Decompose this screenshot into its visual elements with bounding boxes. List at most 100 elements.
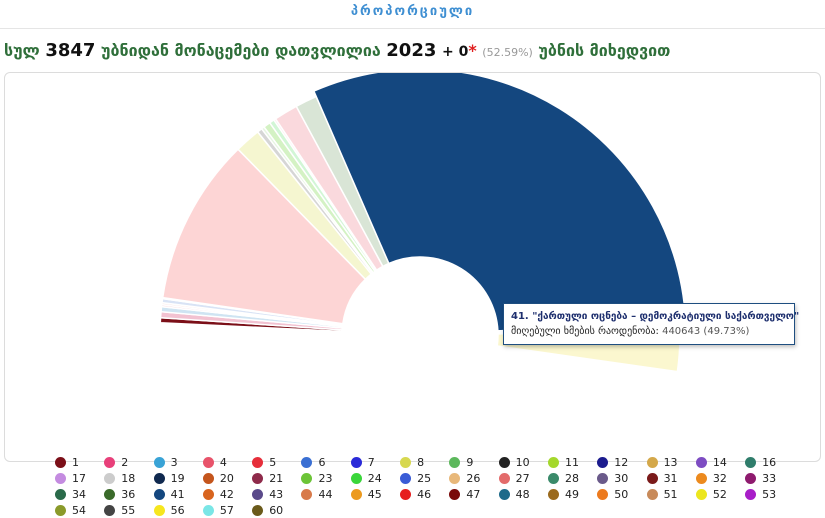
- legend-label: 44: [318, 488, 333, 501]
- legend-item-7[interactable]: 7: [350, 455, 400, 470]
- legend-label: 47: [466, 488, 481, 501]
- legend-item-26[interactable]: 26: [449, 471, 498, 486]
- legend-label: 46: [417, 488, 432, 501]
- legend-label: 21: [269, 472, 284, 485]
- legend-item-33[interactable]: 33: [745, 471, 794, 486]
- legend-label: 36: [121, 488, 136, 501]
- headline-star: *: [468, 41, 477, 60]
- legend-item-19[interactable]: 19: [153, 471, 203, 486]
- legend-dot-icon: [695, 473, 707, 484]
- legend-dot-icon: [547, 489, 559, 500]
- legend-dot-icon: [745, 473, 757, 484]
- legend-item-43[interactable]: 43: [252, 487, 301, 502]
- legend-dot-icon: [449, 457, 461, 468]
- legend-dot-icon: [55, 489, 66, 500]
- legend-dot-icon: [498, 473, 510, 484]
- legend-item-55[interactable]: 55: [104, 503, 153, 518]
- legend-label: 1: [72, 456, 79, 469]
- legend-item-30[interactable]: 30: [597, 471, 646, 486]
- pie-slice-41[interactable]: [312, 73, 687, 332]
- legend-item-12[interactable]: 12: [597, 455, 646, 470]
- legend-item-25[interactable]: 25: [400, 471, 449, 486]
- legend-item-23[interactable]: 23: [301, 471, 350, 486]
- legend-label: 19: [170, 472, 185, 485]
- legend-label: 50: [614, 488, 629, 501]
- legend-label: 34: [72, 488, 86, 501]
- legend-label: 42: [219, 488, 234, 501]
- legend-dot-icon: [350, 473, 362, 484]
- legend-label: 20: [219, 472, 234, 485]
- legend-label: 43: [269, 488, 284, 501]
- legend-item-13[interactable]: 13: [646, 455, 696, 470]
- legend-item-28[interactable]: 28: [547, 471, 597, 486]
- legend-item-10[interactable]: 10: [498, 455, 548, 470]
- tooltip-title: 41. "ქართული ოცნება – დემოკრატიული საქარ…: [511, 311, 800, 322]
- legend-label: 11: [564, 456, 579, 469]
- legend-item-9[interactable]: 9: [449, 455, 498, 470]
- legend-item-16[interactable]: 16: [745, 455, 794, 470]
- legend-item-14[interactable]: 14: [695, 455, 745, 470]
- legend-item-49[interactable]: 49: [547, 487, 597, 502]
- legend-dot-icon: [400, 457, 412, 468]
- legend-item-5[interactable]: 5: [252, 455, 301, 470]
- legend-label: 41: [170, 488, 185, 501]
- legend-item-54[interactable]: 54: [55, 503, 104, 518]
- legend-item-56[interactable]: 56: [153, 503, 203, 518]
- legend-item-32[interactable]: 32: [695, 471, 745, 486]
- legend-item-52[interactable]: 52: [695, 487, 745, 502]
- legend-item-18[interactable]: 18: [104, 471, 153, 486]
- legend-item-21[interactable]: 21: [252, 471, 301, 486]
- legend-label: 14: [712, 456, 727, 469]
- legend-item-34[interactable]: 34: [55, 487, 104, 502]
- legend-item-1[interactable]: 1: [55, 455, 104, 470]
- legend-dot-icon: [646, 457, 658, 468]
- legend-label: 10: [515, 456, 530, 469]
- legend-dot-icon: [252, 473, 264, 484]
- pie-slice-27[interactable]: [161, 148, 367, 325]
- legend-item-53[interactable]: 53: [745, 487, 794, 502]
- legend-label: 17: [72, 472, 86, 485]
- legend-item-27[interactable]: 27: [498, 471, 548, 486]
- legend-label: 3: [170, 456, 178, 469]
- legend-label: 49: [564, 488, 579, 501]
- legend-item-41[interactable]: 41: [153, 487, 203, 502]
- legend-item-24[interactable]: 24: [350, 471, 400, 486]
- legend-item-51[interactable]: 51: [646, 487, 696, 502]
- legend-item-50[interactable]: 50: [597, 487, 646, 502]
- legend-label: 5: [269, 456, 277, 469]
- legend-item-2[interactable]: 2: [104, 455, 153, 470]
- legend-item-6[interactable]: 6: [301, 455, 350, 470]
- legend-dot-icon: [745, 457, 757, 468]
- legend-item-36[interactable]: 36: [104, 487, 153, 502]
- legend-item-57[interactable]: 57: [202, 503, 252, 518]
- tooltip-body: მიღებული ხმების რაოდენობა: 440643 (49.73…: [511, 324, 787, 339]
- legend-label: 57: [219, 504, 234, 517]
- legend-item-60[interactable]: 60: [252, 503, 301, 518]
- legend-item-45[interactable]: 45: [350, 487, 400, 502]
- legend-item-42[interactable]: 42: [202, 487, 252, 502]
- legend-label: 7: [367, 456, 375, 469]
- legend-label: 8: [417, 456, 425, 469]
- legend-item-48[interactable]: 48: [498, 487, 548, 502]
- legend-item-3[interactable]: 3: [153, 455, 203, 470]
- legend-label: 26: [466, 472, 481, 485]
- legend-item-46[interactable]: 46: [400, 487, 449, 502]
- counted-percent: (52.59%): [482, 46, 533, 59]
- legend-dot-icon: [597, 473, 609, 484]
- legend-item-47[interactable]: 47: [449, 487, 498, 502]
- legend-item-20[interactable]: 20: [202, 471, 252, 486]
- legend-dot-icon: [547, 473, 559, 484]
- legend-item-31[interactable]: 31: [646, 471, 696, 486]
- legend-dot-icon: [498, 457, 510, 468]
- chart-legend: 1 2 3 4 5 6 7 8 9 10 11 12 13 14 16 17 18 19 20 21 23 24 25 26 2…: [55, 455, 795, 518]
- legend-dot-icon: [695, 489, 707, 500]
- legend-dot-icon: [400, 473, 412, 484]
- tab-proportional[interactable]: პროპორციული: [0, 4, 825, 29]
- legend-item-11[interactable]: 11: [547, 455, 597, 470]
- legend-label: 48: [515, 488, 530, 501]
- legend-item-4[interactable]: 4: [202, 455, 252, 470]
- legend-item-8[interactable]: 8: [400, 455, 449, 470]
- legend-item-17[interactable]: 17: [55, 471, 104, 486]
- legend-item-44[interactable]: 44: [301, 487, 350, 502]
- legend-label: 16: [762, 456, 777, 469]
